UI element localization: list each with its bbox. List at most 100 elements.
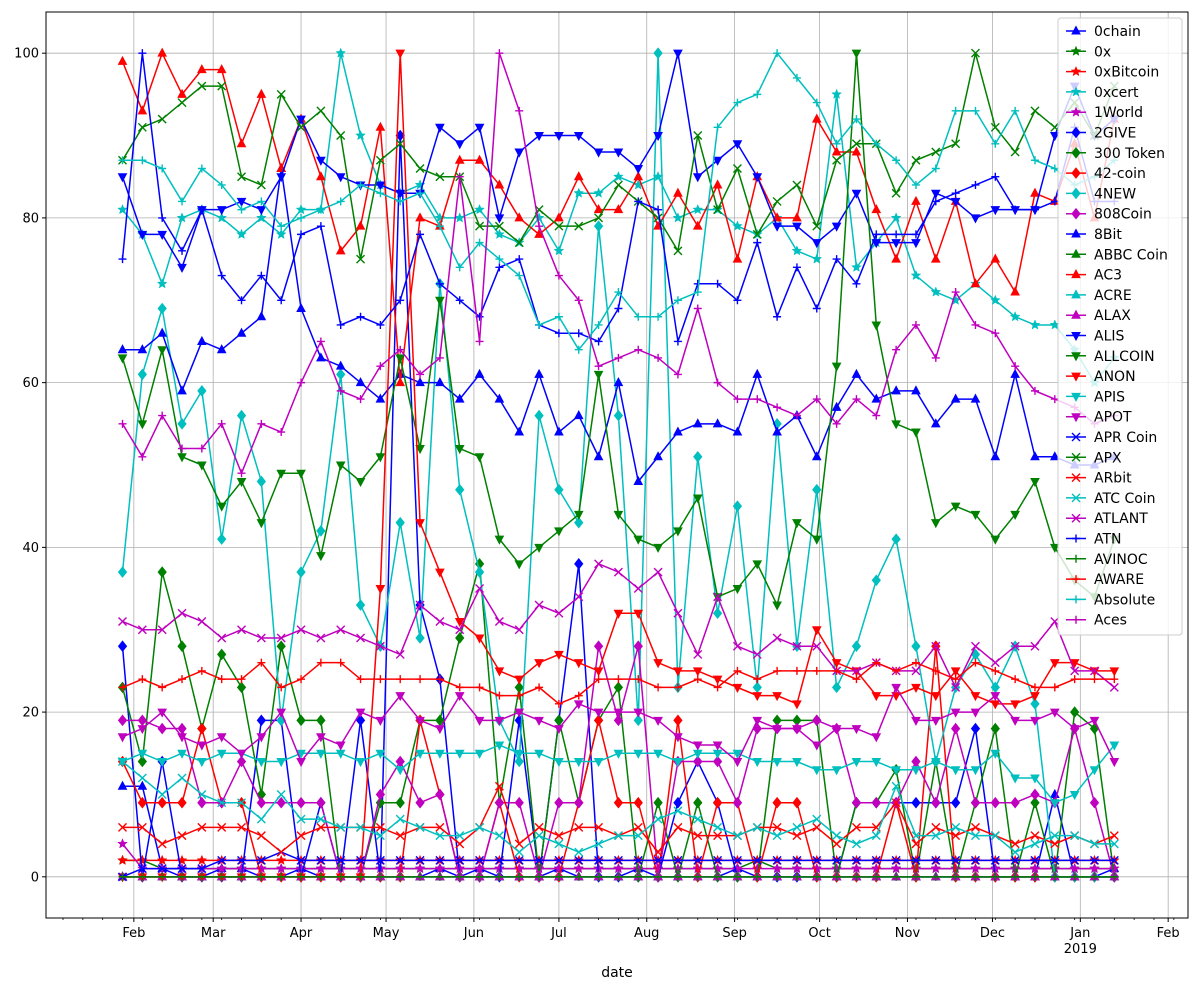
data-point [930, 286, 942, 297]
data-point [633, 171, 644, 181]
data-point [673, 337, 682, 346]
data-point [970, 692, 981, 702]
data-point [276, 89, 286, 99]
data-point [732, 758, 743, 768]
data-point [594, 337, 603, 346]
data-point [950, 502, 961, 512]
data-point [871, 204, 882, 214]
data-point [1030, 839, 1040, 849]
data-point [693, 814, 703, 824]
data-point [950, 722, 961, 735]
data-point [1010, 368, 1020, 378]
data-point [910, 269, 922, 281]
legend-label: 0xBitcoin [1094, 65, 1159, 81]
data-point [772, 426, 782, 436]
series-atc-coin [118, 757, 1119, 857]
data-point [613, 855, 623, 865]
data-point [772, 831, 782, 841]
data-point [792, 263, 801, 272]
data-point [911, 666, 921, 676]
data-point [673, 806, 683, 816]
data-point [197, 796, 207, 809]
legend-label: APR Coin [1094, 430, 1157, 446]
legend-label: ALIS [1094, 329, 1125, 345]
data-point [831, 725, 842, 735]
data-point [236, 862, 247, 874]
data-point [376, 320, 385, 329]
data-point [455, 831, 465, 841]
data-point [395, 354, 406, 364]
data-point [474, 634, 485, 644]
legend-label: 0x [1094, 44, 1111, 60]
data-point [1030, 716, 1040, 726]
data-point [989, 862, 1001, 874]
data-point [514, 796, 524, 809]
data-point [474, 453, 485, 463]
data-point [276, 758, 287, 768]
legend-marker [1071, 187, 1081, 200]
data-point [752, 368, 763, 378]
data-point [693, 796, 703, 809]
data-point [554, 483, 564, 496]
data-point [573, 171, 584, 181]
data-point [772, 758, 782, 768]
data-point [1010, 641, 1020, 651]
data-point [335, 245, 346, 255]
data-point [277, 428, 286, 437]
data-point [693, 831, 703, 841]
data-point [474, 203, 485, 215]
data-point [1089, 862, 1100, 874]
data-point [197, 666, 206, 675]
data-point [930, 692, 941, 702]
data-point [236, 228, 247, 239]
data-point [554, 527, 564, 537]
data-point [1089, 796, 1100, 809]
data-point [1050, 831, 1060, 841]
data-point [256, 311, 267, 321]
data-point [375, 453, 386, 463]
data-point [970, 796, 981, 809]
legend-marker [1072, 595, 1080, 604]
series-layer [117, 47, 1120, 883]
data-point [713, 279, 722, 288]
data-point [177, 831, 187, 841]
data-point [831, 362, 842, 372]
legend-label: ATLANT [1094, 511, 1148, 527]
data-point [573, 410, 584, 420]
data-point [494, 862, 505, 874]
x-tick-label: Dec [980, 926, 1005, 941]
data-point [812, 641, 822, 651]
data-point [1010, 847, 1020, 857]
data-point [871, 321, 882, 331]
data-point [573, 700, 584, 710]
data-point [316, 106, 326, 116]
data-point [514, 212, 525, 222]
data-point [772, 725, 782, 735]
data-point [1050, 855, 1060, 865]
legend-label: ANON [1094, 369, 1136, 385]
series-aware [118, 658, 1119, 708]
data-point [554, 796, 564, 809]
data-point [415, 716, 425, 726]
data-point [178, 197, 187, 206]
data-point [911, 872, 920, 881]
data-point [732, 749, 743, 759]
data-point [1090, 872, 1099, 881]
data-point [654, 353, 663, 362]
data-point [454, 617, 465, 628]
data-point [217, 822, 227, 832]
data-point [396, 675, 405, 684]
series-atn [118, 49, 1119, 346]
data-point [633, 796, 643, 809]
data-point [772, 822, 782, 832]
data-point [216, 749, 227, 759]
legend-marker [1070, 45, 1082, 56]
data-point [1069, 725, 1080, 735]
data-point [593, 370, 604, 380]
data-point [772, 212, 782, 222]
legend-marker [1071, 392, 1081, 402]
data-point [535, 683, 544, 692]
data-point [534, 409, 544, 422]
data-point [832, 839, 842, 849]
data-point [316, 525, 326, 537]
